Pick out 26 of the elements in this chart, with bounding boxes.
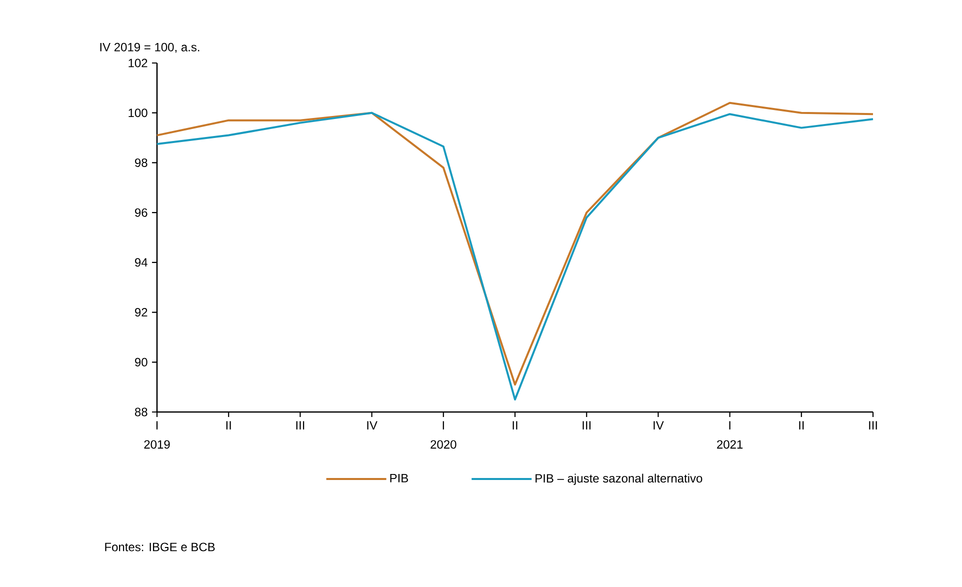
- x-tick-label: II: [226, 421, 231, 430]
- text: 2020: [430, 440, 456, 449]
- x-tick-label: I: [156, 421, 158, 430]
- legend-label: PIB – ajuste sazonal alternativo: [536, 474, 702, 485]
- x-tick-label: I: [729, 421, 730, 430]
- y-axis-title: IV 2019 = 100, a.s.: [100, 42, 200, 53]
- y-tick-label: 92: [135, 308, 148, 317]
- x-tick-label: II: [799, 421, 804, 430]
- x-tick-label: II: [512, 421, 518, 430]
- x-tick-label: III: [582, 421, 591, 430]
- x-tick-label: III: [296, 421, 304, 430]
- legend-label: PIB: [390, 474, 408, 482]
- x-tick-label: III: [869, 421, 877, 430]
- y-tick-label: 96: [135, 208, 148, 217]
- y-tick-label: 98: [135, 158, 148, 167]
- y-tick-label: 100: [128, 108, 148, 118]
- x-tick-label: I: [442, 421, 444, 430]
- text: 2019: [144, 440, 170, 449]
- text: 2021: [717, 440, 743, 449]
- y-tick-label: 94: [135, 258, 148, 267]
- x-tick-label: IV: [654, 421, 664, 430]
- y-tick-label: 90: [135, 358, 148, 366]
- y-tick-label: 88: [134, 408, 148, 416]
- x-tick-label: IV: [367, 421, 378, 430]
- text: Fontes: IBGE e BCB: [105, 542, 215, 552]
- y-tick-label: 102: [128, 58, 148, 68]
